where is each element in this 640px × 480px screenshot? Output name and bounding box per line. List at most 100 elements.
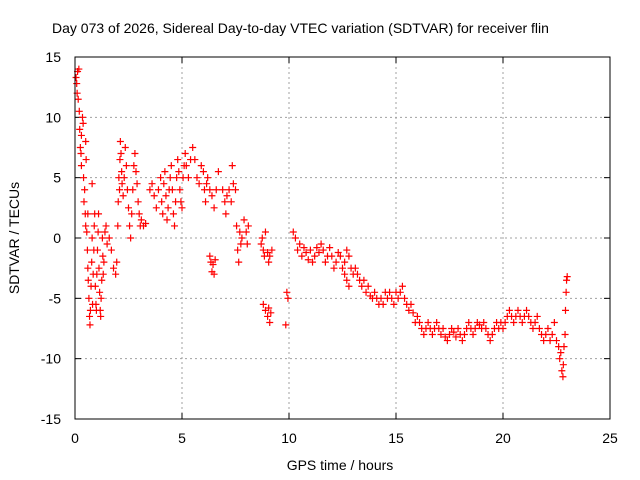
data-point [90,222,98,230]
data-point [130,162,138,170]
data-point [107,246,115,254]
data-point [101,228,109,236]
data-points [72,65,571,381]
data-point [341,258,349,266]
data-point [82,137,90,145]
data-point [83,246,91,254]
plot-frame [74,56,611,420]
data-point [160,180,168,188]
y-tick-label: -10 [41,351,61,367]
data-point [178,204,186,212]
data-point [80,198,88,206]
data-point [227,198,235,206]
data-point [97,312,105,320]
data-point [465,318,473,326]
data-point [413,312,421,320]
data-point [174,156,182,164]
data-point [199,168,207,176]
data-point [283,288,291,296]
data-point [228,162,236,170]
data-point [168,186,176,194]
data-point [177,198,185,206]
data-point [98,234,106,242]
data-point [72,74,80,82]
data-point [158,198,166,206]
data-point [150,192,158,200]
data-point [265,258,273,266]
data-point [562,288,570,296]
data-point [345,252,353,260]
data-point [259,300,267,308]
data-point [390,300,398,308]
data-point [74,95,82,103]
data-point [540,337,548,345]
data-point [84,264,92,272]
y-tick-label: 5 [53,170,61,186]
data-point [197,162,205,170]
data-point [433,318,441,326]
data-point [166,174,174,182]
data-point [302,248,310,256]
data-point [206,186,214,194]
data-point [126,222,134,230]
data-point [315,248,323,256]
data-point [176,186,184,194]
data-point [114,222,122,230]
data-point [533,312,541,320]
data-point [117,150,125,158]
data-point [535,325,543,332]
data-point [221,198,229,206]
y-tick-label: 10 [45,109,61,125]
data-point [439,325,447,332]
data-point [110,264,118,272]
data-point [122,162,130,170]
data-point [114,198,122,206]
data-point [339,264,346,272]
data-point [416,318,424,326]
data-point [486,337,494,345]
data-point [441,333,449,341]
data-point [134,198,142,206]
data-point [99,252,107,260]
data-point [93,270,101,278]
data-point [162,192,170,200]
data-point [332,258,340,266]
data-point [321,258,329,266]
data-point [120,174,128,182]
data-point [264,248,272,256]
data-point [225,186,233,194]
data-point [118,168,126,176]
data-point [561,331,569,339]
data-point [175,168,183,176]
data-point [362,288,370,296]
data-point [488,331,496,339]
data-point [446,331,453,339]
data-point [544,325,552,332]
data-point [289,228,297,236]
data-point [341,270,349,278]
data-point [330,264,338,272]
data-point [181,150,189,158]
data-point [388,294,396,302]
data-point [191,156,199,164]
data-point [208,192,216,200]
data-point [420,331,428,339]
data-point [265,304,273,312]
data-point [75,107,83,115]
data-point [88,234,96,242]
data-point [443,337,451,345]
data-point [358,282,366,290]
data-point [259,246,267,254]
data-point [146,186,154,194]
data-point [193,174,201,182]
data-point [311,252,319,260]
data-point [121,144,129,151]
data-point [448,325,456,332]
data-point [296,240,304,248]
data-point [91,282,99,290]
data-point [76,144,84,151]
data-point [379,300,387,308]
data-point [267,309,275,317]
data-point [282,321,290,329]
data-point [505,306,513,314]
